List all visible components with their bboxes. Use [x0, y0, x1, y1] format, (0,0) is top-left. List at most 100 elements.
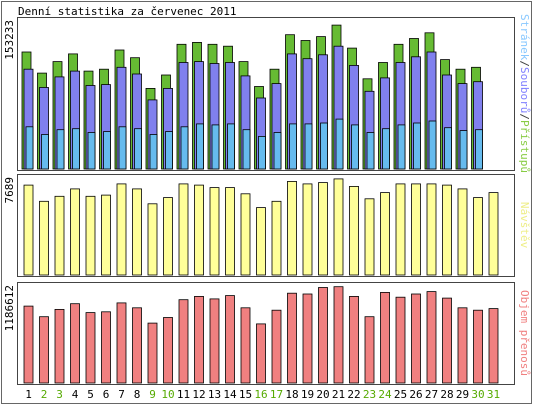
x-tick-day-14: 14	[223, 388, 237, 401]
x-tick-day-17: 17	[270, 388, 283, 401]
bar-1-stránek-day-15	[242, 129, 251, 170]
x-tick-day-30: 30	[471, 388, 484, 401]
x-tick-day-21: 21	[332, 388, 345, 401]
x-tick-day-10: 10	[161, 388, 174, 401]
bar-1-stránek-day-21	[335, 118, 344, 170]
x-tick-day-1: 1	[25, 388, 32, 401]
x-tick-day-4: 4	[72, 388, 79, 401]
bar-2-návštěv-day-25	[395, 183, 406, 276]
x-tick-day-24: 24	[378, 388, 392, 401]
y-max-label-1: 153233	[3, 20, 16, 60]
bar-1-stránek-day-3	[56, 129, 65, 170]
panel-3-legend: Objem přenosů	[518, 290, 531, 376]
x-tick-day-9: 9	[149, 388, 156, 401]
bar-2-návštěv-day-30	[473, 197, 483, 276]
bar-2-návštěv-day-2	[39, 200, 49, 276]
bar-2-návštěv-day-14	[225, 187, 235, 276]
bar-2-návštěv-day-23	[364, 198, 375, 276]
bar-3-objem-přenosů-day-4	[70, 303, 80, 384]
bar-1-stránek-day-4	[72, 128, 80, 170]
bar-2-návštěv-day-5	[85, 195, 96, 276]
bar-3-objem-přenosů-day-10	[163, 317, 173, 384]
x-tick-day-29: 29	[456, 388, 469, 401]
x-tick-day-19: 19	[301, 388, 314, 401]
bar-1-stránek-day-1	[25, 126, 34, 170]
x-tick-day-16: 16	[254, 388, 267, 401]
bar-1-stránek-day-13	[211, 124, 220, 170]
bar-2-návštěv-day-17	[271, 200, 282, 276]
bar-1-stránek-day-7	[118, 126, 127, 170]
legend-part-2-0: Návštěv	[518, 202, 531, 249]
legend-part-1-2: Souborů	[518, 67, 531, 113]
bar-1-stránek-day-18	[289, 123, 297, 170]
x-tick-day-3: 3	[56, 388, 63, 401]
bar-3-objem-přenosů-day-22	[349, 295, 359, 384]
bar-marks	[21, 24, 499, 384]
bar-3-objem-přenosů-day-7	[116, 302, 127, 384]
x-tick-day-28: 28	[440, 388, 453, 401]
bar-3-objem-přenosů-day-17	[271, 309, 282, 384]
bar-1-stránek-day-2	[41, 134, 49, 170]
x-tick-day-13: 13	[208, 388, 221, 401]
legend-part-1-1: /	[518, 60, 531, 67]
x-tick-day-22: 22	[347, 388, 360, 401]
bar-2-návštěv-day-11	[178, 183, 189, 276]
bar-1-stránek-day-22	[351, 124, 359, 170]
legend-part-3-0: Objem přenosů	[518, 290, 531, 376]
bar-1-stránek-day-10	[165, 131, 173, 170]
bar-2-návštěv-day-7	[116, 183, 127, 276]
x-tick-day-5: 5	[87, 388, 94, 401]
bar-2-návštěv-day-26	[411, 183, 421, 276]
bar-2-návštěv-day-6	[101, 194, 111, 276]
bar-3-objem-přenosů-day-9	[147, 322, 158, 384]
x-tick-day-7: 7	[118, 388, 125, 401]
bar-2-návštěv-day-29	[457, 188, 468, 276]
x-tick-day-18: 18	[285, 388, 298, 401]
bar-3-objem-přenosů-day-20	[318, 287, 328, 384]
bar-3-objem-přenosů-day-11	[178, 299, 189, 384]
bar-3-objem-přenosů-day-31	[488, 308, 499, 384]
bar-2-návštěv-day-9	[147, 203, 158, 276]
x-tick-day-2: 2	[41, 388, 48, 401]
x-tick-day-6: 6	[103, 388, 110, 401]
bar-3-objem-přenosů-day-5	[85, 312, 96, 384]
bar-2-návštěv-day-10	[163, 197, 173, 276]
bar-3-objem-přenosů-day-29	[457, 307, 468, 384]
bar-2-návštěv-day-19	[302, 183, 313, 276]
y-max-labels: 153233 7689 1186612	[3, 20, 16, 331]
bar-3-objem-přenosů-day-15	[240, 307, 251, 384]
bar-2-návštěv-day-18	[287, 180, 297, 276]
bar-3-objem-přenosů-day-19	[302, 293, 313, 384]
bar-2-návštěv-day-15	[240, 193, 251, 276]
bar-1-stránek-day-9	[149, 134, 158, 170]
x-tick-labels: 1 2 3 4 5 6 7 8 9 10 11 12 13 14 15 16 17 18 19 20 21 22 23 24 2…	[25, 388, 500, 401]
bar-1-stránek-day-25	[397, 124, 406, 170]
bar-1-stránek-day-20	[320, 122, 328, 170]
bar-3-objem-přenosů-day-28	[442, 297, 452, 384]
bar-3-objem-přenosů-day-1	[23, 305, 34, 384]
x-tick-day-11: 11	[177, 388, 190, 401]
bar-1-stránek-day-8	[134, 128, 142, 170]
x-tick-day-12: 12	[192, 388, 205, 401]
bar-3-objem-přenosů-day-12	[194, 295, 204, 384]
bar-1-stránek-day-12	[196, 123, 204, 170]
panel-1-legend: Stránek/Souborů/Přístupů	[518, 14, 531, 173]
legend-part-1-4: Přístupů	[518, 120, 531, 173]
bar-3-objem-přenosů-day-14	[225, 295, 235, 384]
x-tick-day-27: 27	[425, 388, 438, 401]
bar-3-objem-přenosů-day-16	[256, 323, 266, 384]
bar-2-návštěv-day-22	[349, 185, 359, 276]
bar-1-stránek-day-29	[459, 130, 468, 170]
bar-2-návštěv-day-12	[194, 184, 204, 276]
bar-2-návštěv-day-1	[23, 184, 34, 276]
bar-3-objem-přenosů-day-23	[364, 316, 375, 384]
bar-1-stránek-day-6	[103, 131, 111, 170]
bar-2-návštěv-day-4	[70, 188, 80, 276]
x-tick-day-15: 15	[239, 388, 252, 401]
bar-2-návštěv-day-16	[256, 207, 266, 276]
bar-2-návštěv-day-13	[209, 187, 220, 276]
bar-3-objem-přenosů-day-18	[287, 292, 297, 384]
bar-2-návštěv-day-21	[333, 178, 344, 276]
